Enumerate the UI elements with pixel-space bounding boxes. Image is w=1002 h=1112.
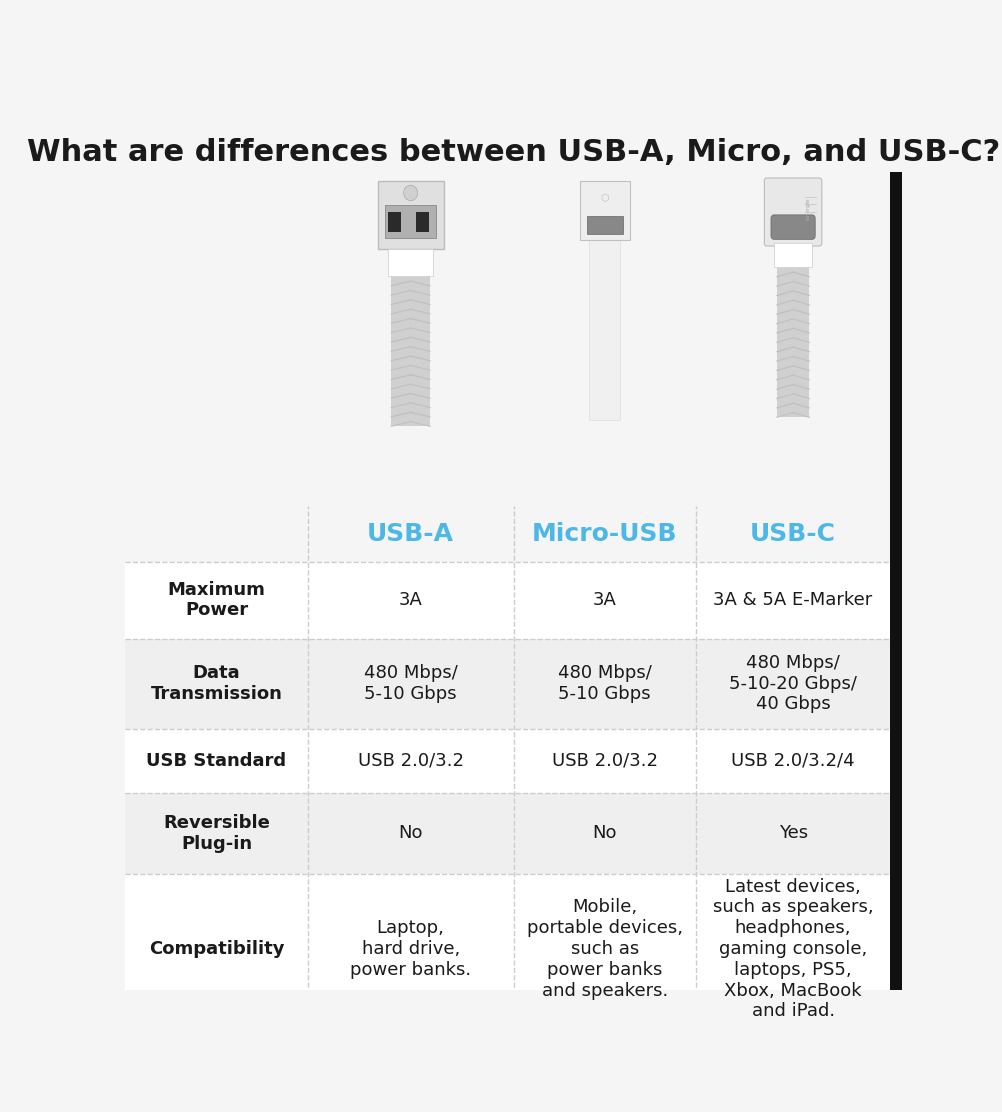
Text: USB-C: USB-C: [750, 522, 836, 546]
Bar: [385, 206, 437, 238]
Text: ⬡: ⬡: [600, 193, 609, 203]
Text: What are differences between USB-A, Micro, and USB-C?: What are differences between USB-A, Micr…: [27, 138, 1000, 167]
Text: Laptop,
hard drive,
power banks.: Laptop, hard drive, power banks.: [350, 920, 471, 979]
Text: Reversible
Plug-in: Reversible Plug-in: [163, 814, 270, 853]
Bar: [579, 180, 630, 240]
Text: USB 2.0/3.2: USB 2.0/3.2: [552, 752, 657, 770]
Bar: [416, 212, 429, 231]
Text: Mobile,
portable devices,
such as
power banks
and speakers.: Mobile, portable devices, such as power …: [527, 898, 682, 1000]
Text: USB 2.0/3.2: USB 2.0/3.2: [358, 752, 464, 770]
Bar: [589, 240, 620, 420]
Bar: [125, 562, 890, 638]
Bar: [777, 268, 810, 417]
Text: USB-A: USB-A: [367, 522, 454, 546]
Text: Maximum
Power: Maximum Power: [167, 580, 266, 619]
Text: 480 Mbps/
5-10-20 Gbps/
40 Gbps: 480 Mbps/ 5-10-20 Gbps/ 40 Gbps: [729, 654, 857, 714]
Bar: [125, 506, 890, 562]
Text: innergie: innergie: [806, 198, 811, 220]
Bar: [890, 172, 902, 1024]
FancyBboxPatch shape: [771, 215, 816, 239]
FancyBboxPatch shape: [765, 178, 822, 246]
Bar: [388, 249, 433, 277]
Text: No: No: [399, 824, 423, 843]
Text: USB Standard: USB Standard: [146, 752, 287, 770]
Bar: [391, 277, 430, 426]
Text: No: No: [592, 824, 617, 843]
Text: Micro-USB: Micro-USB: [532, 522, 677, 546]
Text: 480 Mbps/
5-10 Gbps: 480 Mbps/ 5-10 Gbps: [364, 664, 458, 703]
Text: Data
Transmission: Data Transmission: [150, 664, 283, 703]
Text: 3A & 5A E-Marker: 3A & 5A E-Marker: [713, 592, 873, 609]
Bar: [388, 212, 402, 231]
Bar: [125, 728, 890, 793]
Bar: [125, 793, 890, 874]
Text: Yes: Yes: [779, 824, 808, 843]
Text: 480 Mbps/
5-10 Gbps: 480 Mbps/ 5-10 Gbps: [558, 664, 651, 703]
Text: Latest devices,
such as speakers,
headphones,
gaming console,
laptops, PS5,
Xbox: Latest devices, such as speakers, headph…: [712, 877, 874, 1021]
Text: 3A: 3A: [399, 592, 423, 609]
Text: Compatibility: Compatibility: [148, 940, 285, 959]
Bar: [125, 638, 890, 728]
Bar: [125, 874, 890, 1024]
Bar: [586, 217, 623, 235]
Text: USB 2.0/3.2/4: USB 2.0/3.2/4: [731, 752, 855, 770]
Circle shape: [404, 186, 418, 200]
Bar: [378, 180, 444, 249]
Text: 3A: 3A: [593, 592, 616, 609]
Bar: [775, 244, 812, 268]
Bar: [125, 172, 890, 506]
